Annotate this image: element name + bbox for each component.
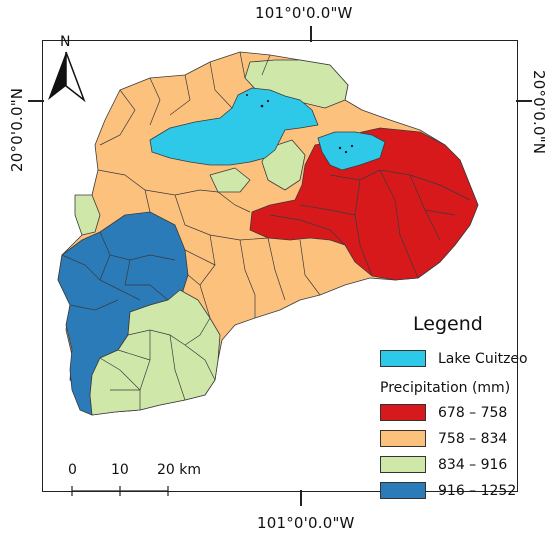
legend-swatch-class-3	[380, 456, 426, 473]
precip-region-834-916-w	[74, 194, 101, 236]
scale-label-10: 10	[111, 462, 129, 478]
legend-precip-title: Precipitation (mm)	[380, 380, 511, 396]
graticule-tick-left	[28, 100, 44, 102]
legend-item-class-3: 834 – 916	[380, 456, 507, 473]
longitude-label-bottom: 101°0'0.0"W	[257, 514, 355, 532]
precip-region-834-916-sw	[89, 289, 221, 416]
graticule-tick-bottom	[300, 490, 302, 506]
graticule-tick-top	[310, 26, 312, 42]
subbasin-lines-blue	[61, 231, 176, 311]
subbasin-lines-southwest	[99, 317, 216, 410]
legend-swatch-lake	[380, 350, 426, 367]
scale-label-20: 20 km	[157, 462, 202, 478]
legend-item-class-1: 678 – 758	[380, 404, 507, 421]
subbasin-lines-red	[269, 169, 471, 279]
legend-label-class-2: 758 – 834	[438, 430, 508, 447]
legend-label-class-4: 916 – 1252	[438, 482, 517, 499]
lake-cuitzeo	[149, 87, 386, 171]
legend-swatch-class-4	[380, 482, 426, 499]
legend-item-lake: Lake Cuitzeo	[380, 350, 528, 367]
lake-islands	[246, 94, 354, 154]
legend-item-class-4: 916 – 1252	[380, 482, 516, 499]
scale-label-0: 0	[68, 462, 77, 478]
legend-label-class-3: 834 – 916	[438, 456, 508, 473]
legend-swatch-class-1	[380, 404, 426, 421]
legend-item-class-2: 758 – 834	[380, 430, 507, 447]
graticule-tick-right	[516, 100, 532, 102]
precip-region-678-758	[249, 127, 479, 281]
precip-region-834-916-c2	[209, 167, 251, 193]
precip-region-834-916-c	[261, 139, 306, 191]
legend-swatch-class-2	[380, 430, 426, 447]
north-arrow-label: N	[60, 34, 71, 50]
longitude-label-top: 101°0'0.0"W	[255, 4, 353, 22]
subbasin-lines-north	[99, 51, 271, 146]
legend-title: Legend	[413, 313, 483, 335]
legend-label-lake: Lake Cuitzeo	[438, 350, 528, 367]
legend-label-class-1: 678 – 758	[438, 404, 508, 421]
subbasin-lines-center	[97, 169, 321, 319]
